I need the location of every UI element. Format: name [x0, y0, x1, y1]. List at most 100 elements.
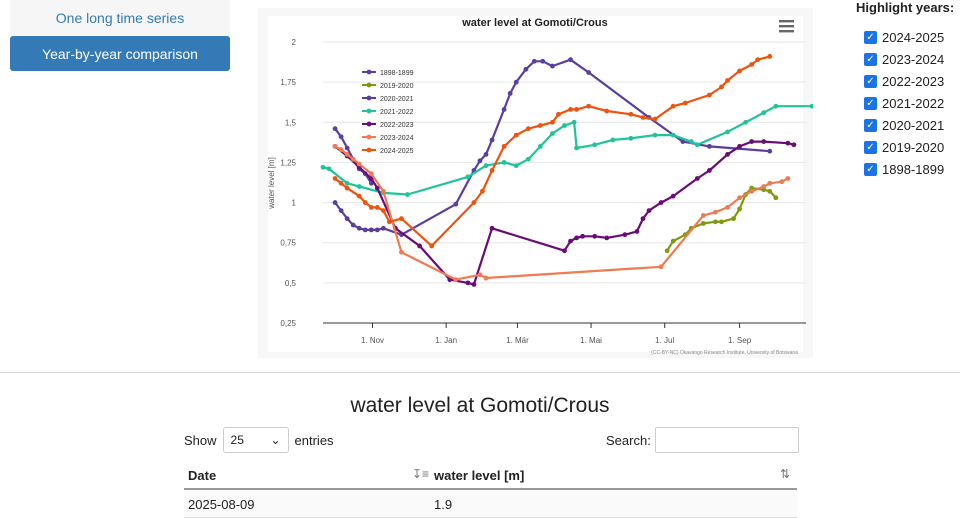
data-point-1898-1899	[513, 79, 519, 85]
data-point-2024-2025	[525, 126, 531, 132]
highlight-item-label: 2021-2022	[882, 95, 945, 111]
data-point-2023-2024	[725, 204, 730, 210]
data-point-2024-2025	[755, 57, 761, 63]
data-point-2024-2025	[399, 216, 404, 222]
data-point-2022-2023	[634, 229, 640, 234]
x-tick-label: 1. Mai	[580, 336, 602, 345]
data-point-2024-2025	[749, 62, 755, 67]
sort-icon[interactable]: ⇅	[780, 467, 791, 481]
data-point-2020-2021	[338, 134, 344, 140]
column-header-water-level[interactable]: water level [m]	[434, 468, 525, 483]
data-point-2023-2024	[761, 184, 767, 189]
data-point-2022-2023	[622, 232, 628, 238]
data-point-2021-2022	[465, 174, 471, 180]
search-input[interactable]	[654, 427, 799, 453]
sidebar-box	[10, 0, 230, 36]
data-point-2021-2022	[326, 166, 332, 172]
nav-year-comparison-button[interactable]: Year-by-year comparison	[10, 36, 230, 71]
search-label: Search:	[606, 432, 651, 448]
data-point-2021-2022	[688, 139, 694, 144]
highlight-item-2024-2025[interactable]: ✓ 2024-2025	[864, 26, 944, 48]
data-point-2021-2022	[356, 184, 362, 189]
data-point-2022-2023	[592, 233, 598, 239]
entries-label: entries	[294, 432, 334, 448]
data-point-1898-1899	[380, 225, 386, 231]
data-point-1898-1899	[362, 227, 368, 233]
data-point-2023-2024	[483, 275, 489, 281]
hamburger-icon[interactable]	[779, 20, 794, 33]
sort-desc-icon[interactable]: ↧≡	[412, 467, 430, 481]
data-point-2023-2024	[350, 156, 356, 162]
entries-select[interactable]: 25 ⌄	[222, 427, 289, 453]
data-point-1898-1899	[338, 208, 344, 214]
data-point-2024-2025	[568, 107, 573, 112]
data-point-2022-2023	[417, 243, 422, 249]
data-point-1898-1899	[501, 107, 507, 112]
data-point-2021-2022	[320, 164, 326, 170]
data-point-2023-2024	[356, 161, 362, 167]
legend-label-2024-2025: 2024-2025	[380, 148, 414, 155]
highlight-item-1898-1899[interactable]: ✓ 1898-1899	[864, 158, 944, 180]
data-point-2022-2023	[562, 248, 567, 254]
checkbox-checked-icon[interactable]: ✓	[864, 118, 877, 132]
data-point-2024-2025	[628, 111, 634, 117]
data-point-2024-2025	[338, 180, 344, 186]
data-point-2023-2024	[785, 176, 791, 181]
chart-plot-background	[268, 16, 803, 352]
data-point-2023-2024	[658, 264, 664, 270]
checkbox-checked-icon[interactable]: ✓	[864, 140, 877, 154]
y-tick-label: 1,5	[285, 118, 297, 127]
data-point-2023-2024	[779, 179, 785, 185]
data-point-2024-2025	[362, 200, 368, 205]
data-point-2024-2025	[586, 103, 592, 109]
data-point-1898-1899	[540, 58, 546, 64]
highlight-item-2019-2020[interactable]: ✓ 2019-2020	[864, 136, 944, 158]
column-header-date[interactable]: Date	[188, 468, 217, 483]
highlight-item-2021-2022[interactable]: ✓ 2021-2022	[864, 92, 944, 114]
chart-title: water level at Gomoti/Crous	[461, 17, 607, 29]
legend-label-2022-2023: 2022-2023	[380, 122, 414, 129]
legend-marker-2020-2021	[366, 95, 372, 101]
y-tick-label: 0,25	[280, 319, 296, 328]
data-point-1898-1899	[483, 152, 489, 157]
data-point-2024-2025	[380, 208, 386, 214]
table-header: Date ↧≡ water level [m] ⇅	[184, 462, 797, 490]
data-point-2022-2023	[374, 185, 380, 191]
data-point-2021-2022	[761, 110, 767, 116]
data-point-1898-1899	[356, 225, 362, 231]
data-point-2024-2025	[725, 78, 730, 83]
highlight-item-2023-2024[interactable]: ✓ 2023-2024	[864, 48, 944, 70]
data-point-2021-2022	[743, 119, 749, 125]
data-point-2021-2022	[562, 123, 567, 128]
checkbox-checked-icon[interactable]: ✓	[864, 162, 877, 176]
data-point-2023-2024	[344, 152, 350, 157]
data-point-2024-2025	[604, 108, 610, 114]
checkbox-checked-icon[interactable]: ✓	[864, 74, 877, 88]
nav-long-time-series[interactable]: One long time series	[55, 10, 185, 26]
y-tick-label: 1,75	[280, 78, 296, 87]
data-point-2022-2023	[725, 152, 730, 157]
data-point-1898-1899	[489, 137, 495, 143]
data-point-2022-2023	[580, 233, 586, 239]
data-point-2023-2024	[749, 188, 755, 194]
data-point-2022-2023	[471, 282, 477, 287]
checkbox-checked-icon[interactable]: ✓	[864, 30, 877, 44]
data-point-2023-2024	[338, 147, 344, 152]
data-point-2022-2023	[707, 168, 712, 173]
data-point-1898-1899	[374, 227, 380, 233]
data-point-2022-2023	[670, 193, 676, 199]
data-point-2024-2025	[471, 200, 477, 205]
data-point-2024-2025	[356, 193, 362, 199]
legend-marker-2022-2023	[366, 121, 372, 127]
checkbox-checked-icon[interactable]: ✓	[864, 96, 877, 110]
data-point-2022-2023	[604, 235, 610, 241]
data-point-2021-2022	[501, 160, 507, 165]
x-tick-label: 1. Mär	[506, 336, 529, 345]
data-point-2022-2023	[761, 139, 767, 144]
cell-date: 2025-08-09	[188, 497, 255, 512]
data-point-2021-2022	[610, 137, 616, 143]
highlight-item-2022-2023[interactable]: ✓ 2022-2023	[864, 70, 944, 92]
highlight-item-2020-2021[interactable]: ✓ 2020-2021	[864, 114, 944, 136]
data-point-1898-1899	[586, 70, 592, 75]
checkbox-checked-icon[interactable]: ✓	[864, 52, 877, 66]
